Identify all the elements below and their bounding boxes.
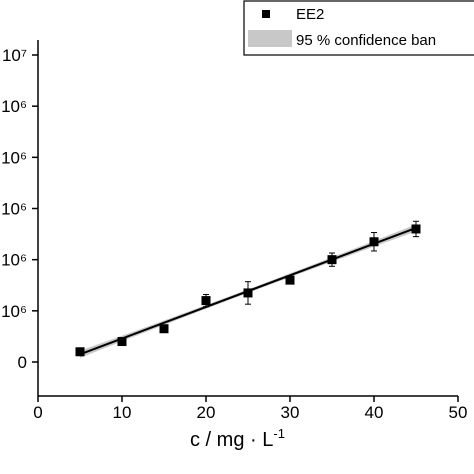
data-point-7 <box>369 237 379 247</box>
legend-label-ee2: EE2 <box>296 6 324 23</box>
data-point-0 <box>75 347 85 357</box>
y-tick-label-5: 10⁶ <box>1 97 27 116</box>
data-point-6 <box>327 255 337 265</box>
x-axis-title-text: c / mg · L <box>190 429 273 451</box>
x-tick-label-0: 0 <box>33 403 42 422</box>
legend-label-band: 95 % confidence ban <box>296 32 436 49</box>
y-tick-label-4: 10⁶ <box>1 148 27 167</box>
data-point-2 <box>159 324 169 334</box>
data-points <box>75 220 421 357</box>
legend-marker-band <box>248 30 292 47</box>
x-ticks: 0 10 20 30 40 50 <box>33 396 467 422</box>
data-point-1 <box>117 337 127 347</box>
x-tick-label-2: 20 <box>197 403 216 422</box>
y-tick-label-3: 10⁶ <box>1 200 27 219</box>
x-tick-label-4: 40 <box>365 403 384 422</box>
data-point-8 <box>411 224 421 234</box>
legend: EE2 95 % confidence ban <box>243 0 474 56</box>
x-tick-label-3: 30 <box>281 403 300 422</box>
x-tick-label-1: 10 <box>113 403 132 422</box>
y-tick-label-6: 10⁷ <box>2 46 27 65</box>
y-ticks: 0 10⁶ 10⁶ 10⁶ 10⁶ 10⁶ 10⁷ <box>1 46 38 372</box>
x-tick-label-5: 50 <box>449 403 468 422</box>
legend-marker-ee2 <box>262 10 270 18</box>
data-point-4 <box>243 288 253 298</box>
data-point-3 <box>201 296 211 306</box>
axes <box>37 40 458 397</box>
y-tick-label-0: 0 <box>18 353 27 372</box>
y-tick-label-2: 10⁶ <box>1 251 27 270</box>
data-point-5 <box>285 275 295 285</box>
x-axis-title-superscript: -1 <box>273 426 285 441</box>
y-tick-label-1: 10⁶ <box>1 302 27 321</box>
x-axis-title: c / mg · L-1 <box>190 426 285 451</box>
